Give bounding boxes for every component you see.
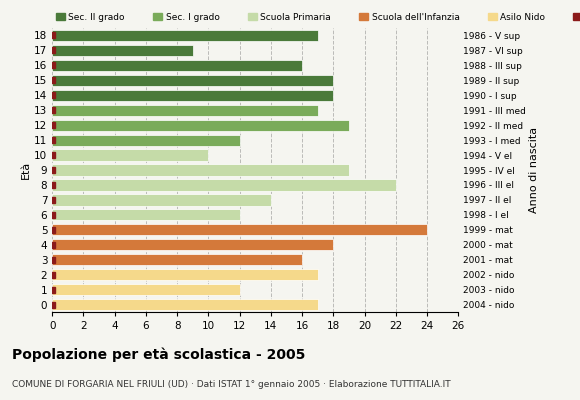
Bar [52, 209, 240, 220]
Bar [52, 254, 302, 265]
Y-axis label: Anno di nascita: Anno di nascita [529, 127, 539, 213]
Bar [52, 45, 193, 56]
Bar [52, 75, 334, 86]
Bar [52, 239, 334, 250]
Text: COMUNE DI FORGARIA NEL FRIULI (UD) · Dati ISTAT 1° gennaio 2005 · Elaborazione T: COMUNE DI FORGARIA NEL FRIULI (UD) · Dat… [12, 380, 450, 389]
Legend: Sec. II grado, Sec. I grado, Scuola Primaria, Scuola dell'Infanzia, Asilo Nido, : Sec. II grado, Sec. I grado, Scuola Prim… [52, 9, 580, 25]
Bar [52, 269, 318, 280]
Bar [52, 90, 334, 101]
Y-axis label: Età: Età [21, 161, 31, 179]
Bar [52, 194, 271, 206]
Bar [52, 150, 208, 161]
Bar [52, 284, 240, 295]
Bar [52, 134, 240, 146]
Bar [52, 299, 318, 310]
Bar [52, 60, 302, 71]
Bar [52, 105, 318, 116]
Bar [52, 120, 349, 131]
Bar [52, 164, 349, 176]
Text: Popolazione per età scolastica - 2005: Popolazione per età scolastica - 2005 [12, 348, 305, 362]
Bar [52, 224, 427, 235]
Bar [52, 179, 396, 190]
Bar [52, 30, 318, 41]
